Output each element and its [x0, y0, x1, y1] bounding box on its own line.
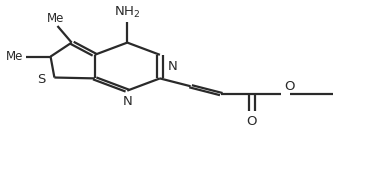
Text: O: O	[284, 80, 294, 93]
Text: S: S	[38, 73, 46, 86]
Text: O: O	[247, 115, 257, 128]
Text: Me: Me	[47, 12, 64, 25]
Text: NH$_2$: NH$_2$	[114, 5, 141, 20]
Text: N: N	[122, 95, 132, 108]
Text: N: N	[167, 60, 177, 73]
Text: Me: Me	[6, 50, 24, 63]
